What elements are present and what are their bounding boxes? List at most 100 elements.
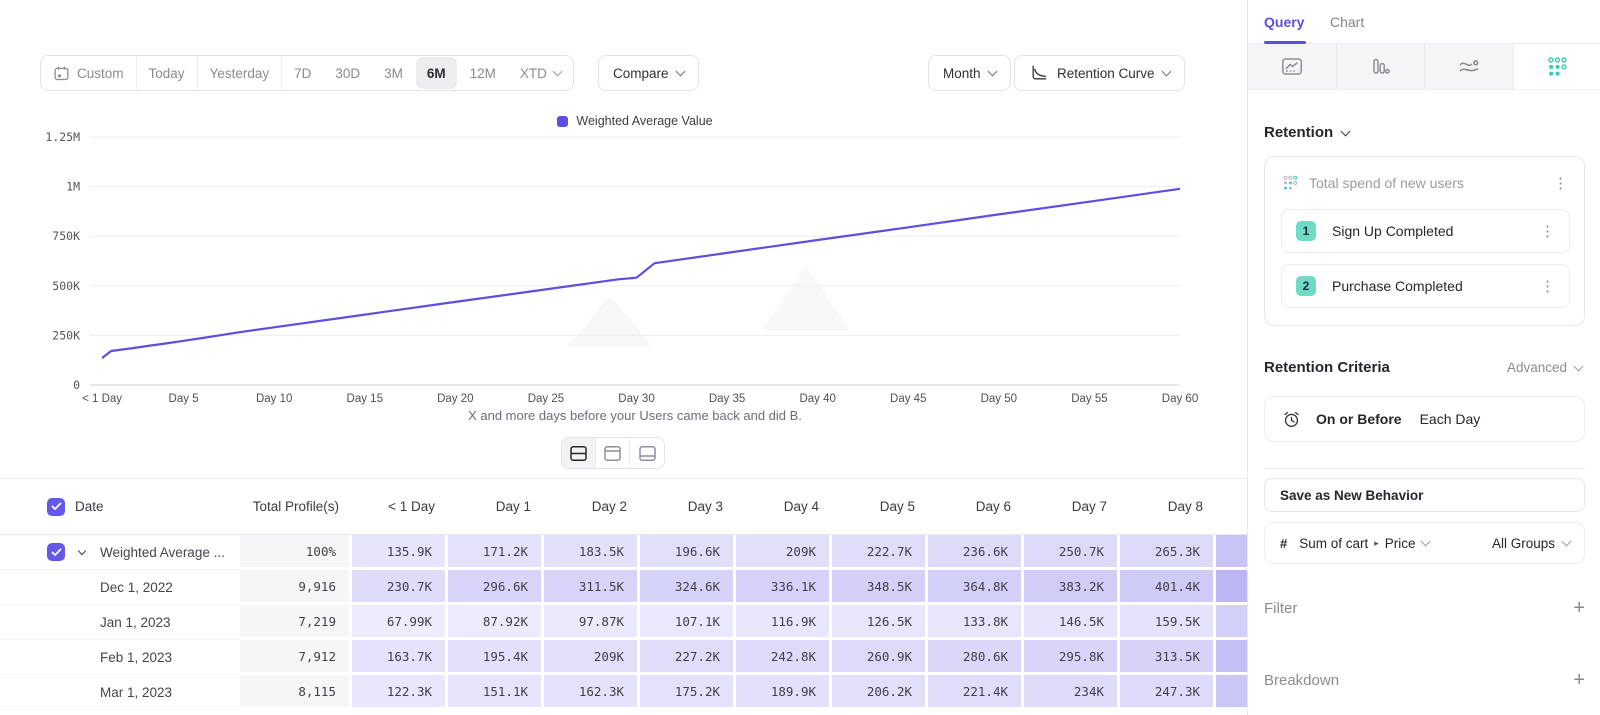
add-filter-button[interactable]: + [1573, 598, 1585, 618]
row-name[interactable]: Dec 1, 2022 [100, 580, 173, 595]
retention-value-cell[interactable]: 209K [736, 535, 832, 570]
retention-value-cell[interactable]: 227.2K [640, 640, 736, 675]
retention-value-cell[interactable]: 133.8K [928, 605, 1024, 640]
retention-value-cell[interactable]: 206.2K [832, 675, 928, 710]
range-3m[interactable]: 3M [372, 56, 415, 90]
step-kebab-menu[interactable]: ⋮ [1536, 277, 1559, 296]
range-12m[interactable]: 12M [458, 56, 508, 90]
row-expand-icon[interactable] [77, 546, 85, 554]
retention-value-cell[interactable]: 209K [544, 640, 640, 675]
flow-chart-tab[interactable] [1425, 44, 1514, 89]
groups-dropdown[interactable]: All Groups [1492, 536, 1570, 551]
step-kebab-menu[interactable]: ⋮ [1536, 222, 1559, 241]
behavior-card-header: Total spend of new users ⋮ [1281, 171, 1572, 195]
retention-value-cell[interactable]: 324.6K [640, 570, 736, 605]
row-checkbox[interactable] [47, 543, 65, 561]
select-all-checkbox[interactable] [47, 498, 65, 516]
retention-line-chart[interactable]: 0250K500K750K1M1.25M< 1 DayDay 5Day 10Da… [0, 130, 1247, 430]
retention-value-cell[interactable]: 311.5K [544, 570, 640, 605]
row-name[interactable]: Weighted Average ... [100, 545, 225, 560]
retention-value-cell[interactable]: 122.3K [352, 675, 448, 710]
retention-value-cell[interactable]: 295.8K [1024, 640, 1120, 675]
total-profiles-cell: 7,912 [240, 640, 352, 675]
step-row-1[interactable]: 1 Sign Up Completed ⋮ [1281, 209, 1570, 253]
range-30d[interactable]: 30D [323, 56, 372, 90]
range-7d[interactable]: 7D [282, 56, 323, 90]
retention-value-cell[interactable]: 242.8K [736, 640, 832, 675]
retention-value-cell[interactable]: 234K [1024, 675, 1120, 710]
bar-chart-tab[interactable] [1337, 44, 1426, 89]
retention-value-cell[interactable]: 97.87K [544, 605, 640, 640]
chart-type-button[interactable]: Retention Curve [1014, 55, 1185, 91]
retention-value-cell[interactable]: 151.1K [448, 675, 544, 710]
retention-value-cell[interactable]: 230.7K [352, 570, 448, 605]
chart-top-view-button[interactable] [596, 438, 630, 468]
split-view-button[interactable] [562, 438, 596, 468]
retention-value-cell[interactable]: 221.4K [928, 675, 1024, 710]
retention-series-line[interactable] [102, 189, 1180, 358]
range-xtd[interactable]: XTD [508, 56, 573, 90]
retention-value-cell[interactable]: 116.9K [736, 605, 832, 640]
save-behavior-button[interactable]: Save as New Behavior [1264, 478, 1585, 512]
row-name-cell: Jan 1, 2023 [0, 605, 240, 640]
behavior-kebab-menu[interactable]: ⋮ [1549, 174, 1572, 193]
retention-value-cell[interactable]: 296.6K [448, 570, 544, 605]
retention-value-cell[interactable]: 260.9K [832, 640, 928, 675]
row-name[interactable]: Jan 1, 2023 [100, 615, 171, 630]
retention-value-cell[interactable]: 236.6K [928, 535, 1024, 570]
retention-value-cell[interactable]: 383.2K [1024, 570, 1120, 605]
retention-value-cell[interactable]: 189.9K [736, 675, 832, 710]
retention-value-cell[interactable]: 171.2K [448, 535, 544, 570]
retention-value-cell[interactable]: 195.4K [448, 640, 544, 675]
retention-value-cell[interactable]: 162.3K [544, 675, 640, 710]
criteria-condition-row[interactable]: On or Before Each Day [1264, 396, 1585, 442]
retention-value-cell[interactable]: 67.99K [352, 605, 448, 640]
table-bottom-view-button[interactable] [630, 438, 664, 468]
total-profiles-cell: 100% [240, 535, 352, 570]
range-6m[interactable]: 6M [416, 57, 457, 89]
retention-value-cell[interactable]: 87.92K [448, 605, 544, 640]
behavior-title[interactable]: Total spend of new users [1309, 175, 1539, 191]
tab-query[interactable]: Query [1264, 0, 1304, 44]
criteria-mode-dropdown[interactable]: Advanced [1507, 360, 1582, 375]
line-chart-tab[interactable] [1248, 44, 1337, 89]
tab-chart[interactable]: Chart [1330, 0, 1364, 44]
condition-operator[interactable]: On or Before [1316, 411, 1402, 427]
retention-value-cell[interactable]: 175.2K [640, 675, 736, 710]
retention-value-cell[interactable]: 313.5K [1120, 640, 1216, 675]
retention-value-cell[interactable]: 135.9K [352, 535, 448, 570]
condition-unit[interactable]: Each Day [1420, 411, 1481, 427]
retention-value-cell[interactable]: 348.5K [832, 570, 928, 605]
retention-value-cell[interactable]: 250.7K [1024, 535, 1120, 570]
retention-value-cell[interactable]: 265.3K [1120, 535, 1216, 570]
range-today[interactable]: Today [137, 56, 198, 90]
retention-value-cell[interactable]: 163.7K [352, 640, 448, 675]
compare-button[interactable]: Compare [598, 55, 699, 91]
y-axis-tick-label: 1M [66, 180, 80, 194]
row-name[interactable]: Feb 1, 2023 [100, 650, 172, 665]
retention-value-cell[interactable]: 126.5K [832, 605, 928, 640]
measurement-selector[interactable]: Retention [1264, 124, 1349, 141]
add-breakdown-button[interactable]: + [1573, 670, 1585, 690]
retention-value-cell[interactable]: 107.1K [640, 605, 736, 640]
retention-value-cell[interactable]: 364.8K [928, 570, 1024, 605]
retention-value-cell[interactable]: 222.7K [832, 535, 928, 570]
property-dropdown[interactable]: Sum of cart ▸ Price [1299, 536, 1428, 551]
retention-value-cell[interactable]: 401.4K [1120, 570, 1216, 605]
retention-value-cell[interactable]: 159.5K [1120, 605, 1216, 640]
retention-grid-tab[interactable] [1514, 44, 1600, 89]
range-custom[interactable]: Custom [41, 56, 137, 90]
range-label: XTD [520, 66, 547, 81]
x-axis-tick-label: Day 55 [1071, 393, 1107, 405]
step-row-2[interactable]: 2 Purchase Completed ⋮ [1281, 264, 1570, 308]
retention-value-cell[interactable]: 183.5K [544, 535, 640, 570]
retention-value-cell[interactable]: 280.6K [928, 640, 1024, 675]
retention-value-cell[interactable]: 247.3K [1120, 675, 1216, 710]
retention-value-cell[interactable]: 196.6K [640, 535, 736, 570]
retention-value-cell[interactable]: 336.1K [736, 570, 832, 605]
row-name[interactable]: Mar 1, 2023 [100, 685, 172, 700]
granularity-button[interactable]: Month [928, 55, 1011, 91]
range-yesterday[interactable]: Yesterday [198, 56, 283, 90]
chart-legend[interactable]: Weighted Average Value [90, 114, 1180, 128]
retention-value-cell[interactable]: 146.5K [1024, 605, 1120, 640]
